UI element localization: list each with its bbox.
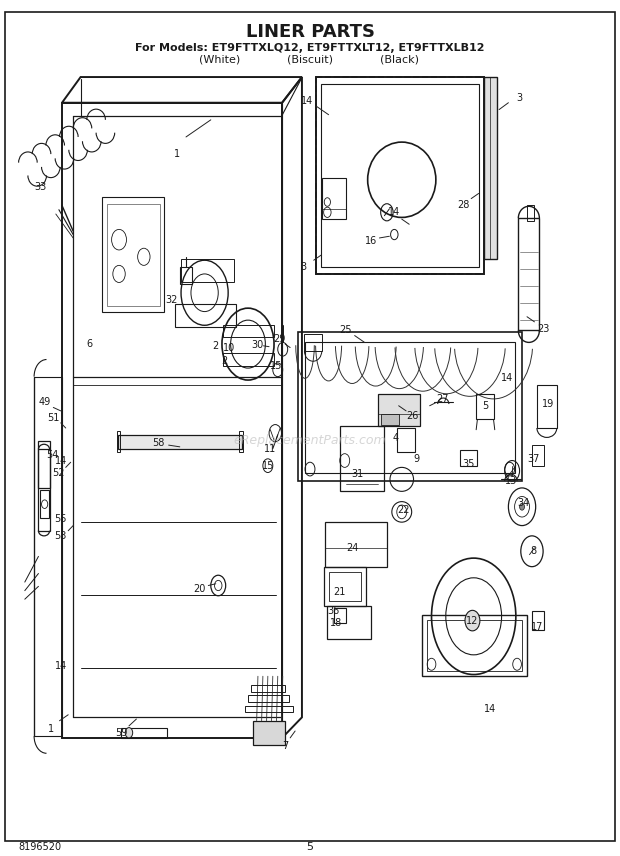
Text: 15: 15 [270,361,283,372]
Text: 59: 59 [115,728,127,738]
Text: (White): (White) [200,55,241,65]
Bar [460,450,477,466]
Bar [118,435,242,449]
Text: 25: 25 [340,325,352,336]
Text: For Models: ET9FTTXLQ12, ET9FTTXLT12, ET9FTTXLB12: For Models: ET9FTTXLQ12, ET9FTTXLT12, ET… [135,43,485,53]
Text: 4: 4 [392,433,399,443]
Text: 34: 34 [517,498,529,508]
Text: 5: 5 [306,842,314,853]
Text: 53: 53 [55,531,67,541]
Text: 19: 19 [542,399,554,409]
Text: (Biscuit): (Biscuit) [287,55,333,65]
Bar [422,615,527,676]
Text: 36: 36 [327,606,340,616]
Bar [527,205,534,221]
Text: 1: 1 [174,149,180,159]
Text: 33: 33 [34,181,46,192]
Text: 22: 22 [397,505,409,515]
Text: LINER PARTS: LINER PARTS [246,22,374,41]
Text: 14: 14 [55,455,67,466]
Bar [381,414,399,425]
Text: 30: 30 [251,340,264,350]
Circle shape [465,610,480,631]
Bar [40,490,49,518]
Text: 14: 14 [484,704,496,714]
Text: 13: 13 [505,476,517,486]
Text: 21: 21 [334,587,346,597]
Text: 55: 55 [55,514,67,524]
Text: 58: 58 [153,438,165,449]
Text: 23: 23 [537,324,549,334]
Bar [38,449,50,531]
Text: 2: 2 [221,356,228,366]
Text: 12: 12 [466,616,479,627]
Text: 10: 10 [223,343,236,354]
Text: 8196520: 8196520 [19,842,62,853]
Text: 26: 26 [406,411,419,421]
Bar [484,77,497,259]
Text: 14: 14 [388,207,400,217]
Bar [427,620,522,671]
Text: 1: 1 [48,724,54,734]
Text: 15: 15 [262,461,274,471]
Text: (Black): (Black) [381,55,419,65]
Text: 2: 2 [212,341,218,351]
Text: 7: 7 [282,741,288,752]
Bar [322,178,346,219]
Text: 16: 16 [365,236,377,247]
Text: 37: 37 [527,454,539,464]
Text: 20: 20 [193,584,206,594]
Text: 17: 17 [531,621,543,632]
Text: 5: 5 [482,401,488,411]
Text: 6: 6 [87,339,93,349]
Text: 18: 18 [330,618,342,628]
Text: 3: 3 [516,92,523,103]
Text: 29: 29 [273,334,285,344]
Text: 31: 31 [351,469,363,479]
Text: 14: 14 [301,96,313,106]
Text: 11: 11 [264,443,276,454]
Circle shape [520,503,525,510]
Text: eReplacementParts.com: eReplacementParts.com [234,434,386,448]
Text: 52: 52 [52,467,64,478]
Text: 14: 14 [55,661,67,671]
Bar [38,441,50,488]
Text: 14: 14 [501,373,513,383]
Bar [239,431,243,452]
Text: 32: 32 [165,294,177,305]
Text: 35: 35 [463,459,475,469]
Bar [253,721,285,745]
Circle shape [125,728,133,738]
Bar [378,394,420,426]
Text: 24: 24 [346,543,358,553]
Text: 8: 8 [530,546,536,556]
Text: 51: 51 [47,413,60,423]
Text: 27: 27 [436,394,449,404]
Text: 28: 28 [458,200,470,211]
Bar [121,728,167,738]
Text: 3: 3 [301,262,307,272]
Bar [117,431,120,452]
Text: 49: 49 [38,397,51,407]
Text: 9: 9 [414,454,420,464]
Bar [334,608,346,623]
Text: 54: 54 [46,450,58,461]
